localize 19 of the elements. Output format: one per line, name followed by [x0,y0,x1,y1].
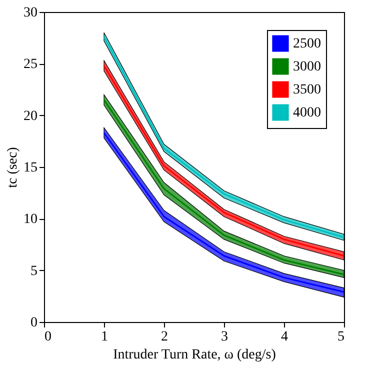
x-axis-title: Intruder Turn Rate, ω (deg/s) [113,348,276,362]
y-tick-label: 20 [24,108,38,124]
x-tick-label: 2 [161,330,168,344]
legend-label: 3500 [293,82,321,98]
y-tick-label: 15 [24,160,38,176]
y-tick-label: 5 [30,264,38,279]
y-axis-title: tc (sec) [6,146,20,188]
x-tick-label: 1 [101,330,108,344]
legend-label: 2500 [293,36,321,52]
y-tick-label: 10 [24,212,38,228]
x-tick-label: 4 [281,330,288,344]
y-tick-label: 0 [30,316,38,330]
y-tick-label: 25 [24,57,38,72]
x-tick-label: 3 [221,330,228,344]
legend-label: 3000 [293,60,321,74]
legend-label: 4000 [293,106,321,120]
y-tick-label: 30 [24,6,38,20]
x-tick-label: 5 [338,330,344,344]
x-tick-label: 0 [44,330,52,344]
